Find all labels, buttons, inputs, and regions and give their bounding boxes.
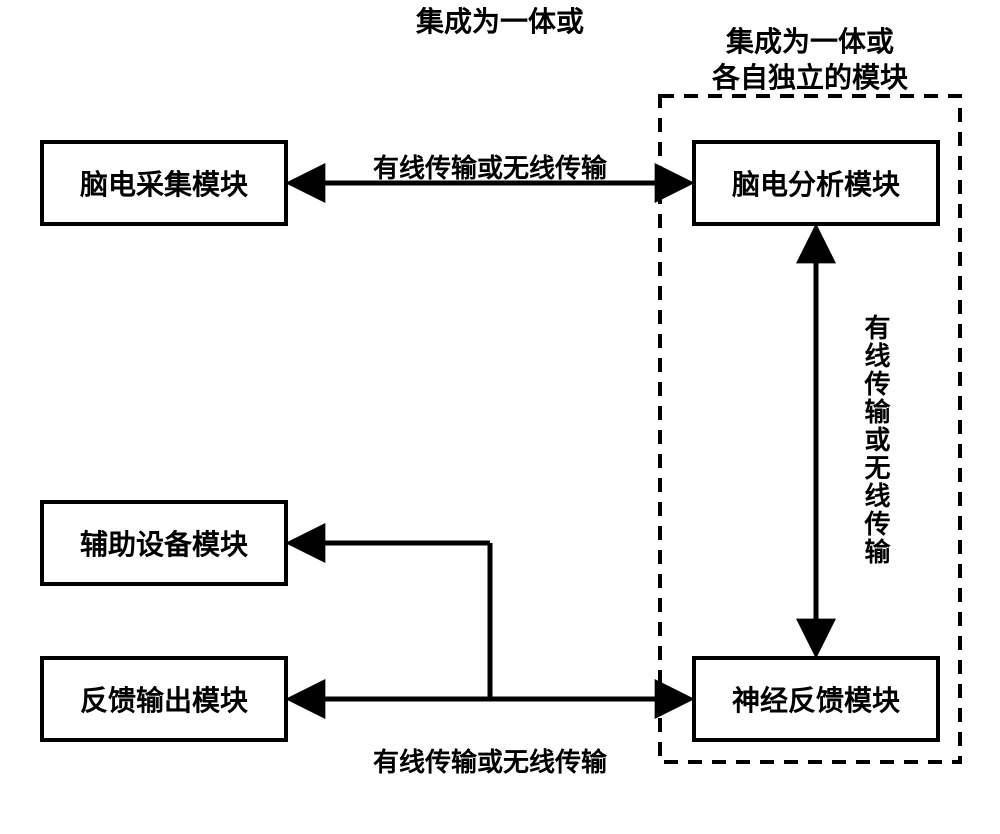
box-eeg-acquisition-label: 脑电采集模块 bbox=[80, 163, 248, 203]
box-aux-device: 辅助设备模块 bbox=[40, 500, 288, 586]
box-eeg-acquisition: 脑电采集模块 bbox=[40, 140, 288, 226]
box-eeg-analysis: 脑电分析模块 bbox=[692, 140, 940, 226]
box-neuro-feedback-label: 神经反馈模块 bbox=[732, 679, 900, 719]
group-title-1: 集成为一体或 bbox=[726, 20, 894, 60]
box-feedback-output: 反馈输出模块 bbox=[40, 656, 288, 742]
edge-bottom-label: 有线传输或无线传输 bbox=[373, 742, 607, 779]
edge-top-label: 有线传输或无线传输 bbox=[373, 148, 607, 185]
box-aux-device-label: 辅助设备模块 bbox=[80, 523, 248, 563]
group-title-2: 各自独立的模块 bbox=[712, 56, 908, 96]
box-eeg-analysis-label: 脑电分析模块 bbox=[732, 163, 900, 203]
box-feedback-output-label: 反馈输出模块 bbox=[80, 679, 248, 719]
edge-right-label: 有线传输或无线传输 bbox=[858, 314, 895, 566]
box-neuro-feedback: 神经反馈模块 bbox=[692, 656, 940, 742]
